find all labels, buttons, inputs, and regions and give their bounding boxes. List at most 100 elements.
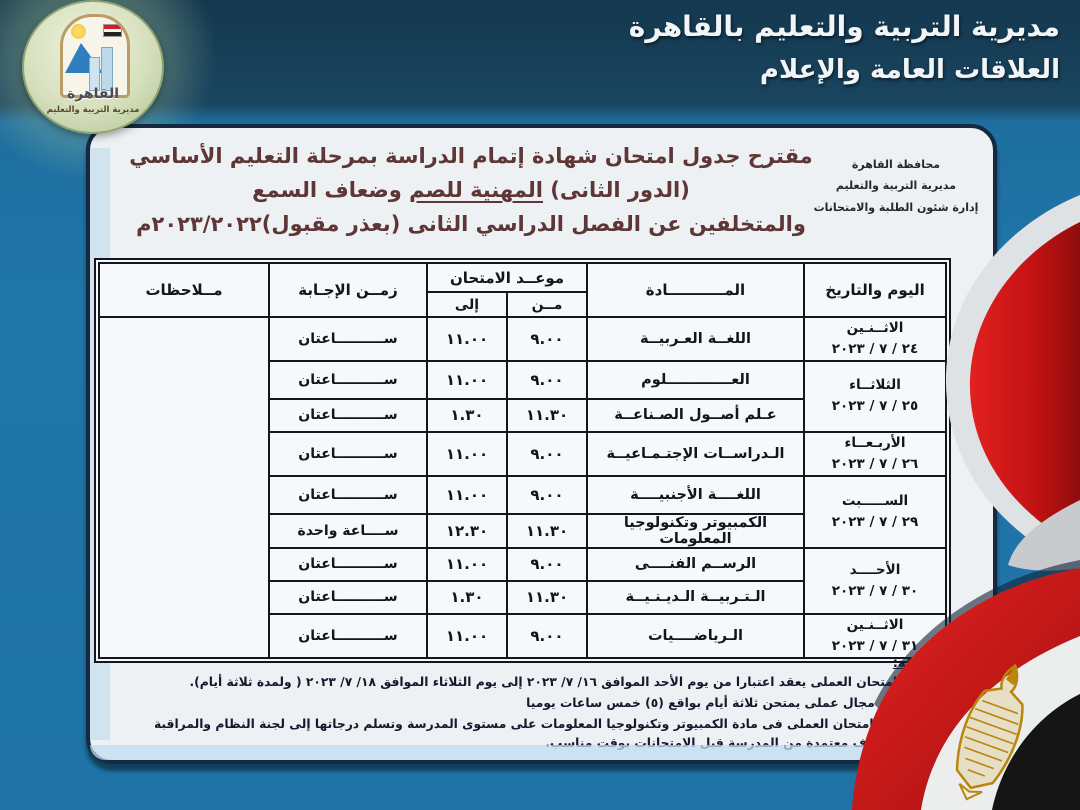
subject-cell: اللغــة العـربيــة: [586, 316, 805, 362]
duration-cell: ســــــــــاعتان: [267, 474, 428, 515]
col-header-notes: مــلاحظات: [97, 262, 270, 318]
table-row: الاثــنـين ٢٤ / ٧ / ٢٠٢٣ اللغــة العـربي…: [97, 316, 947, 659]
bullet-icon: •: [911, 696, 919, 711]
table-row: الســـــبت ٢٩ / ٧ / ٢٠٢٣ اللغــــة الأجن…: [99, 474, 947, 549]
from-time-cell: ٩.٠٠: [506, 546, 588, 582]
col-header-exam-time: موعــد الامتحان: [425, 262, 589, 293]
day-date-cell: الأربـعــاء ٢٦ / ٧ / ٢٠٢٣: [803, 430, 947, 477]
title-line-1: مقترح جدول امتحان شهادة إتمام الدراسة بم…: [129, 144, 813, 168]
subject-cell: الكمبيوتر وتكنولوجيا المعلومات: [586, 512, 805, 549]
day-name: الأربـعــاء: [844, 434, 906, 451]
duration-cell: ســــــــــاعتان: [267, 546, 428, 582]
directorate-title: مديرية التربية والتعليم بالقاهرة: [628, 10, 1060, 43]
col-header-to: إلى: [425, 291, 509, 318]
logo-org-label: مديرية التربية والتعليم: [46, 105, 140, 115]
notes-cell-empty: [97, 316, 270, 659]
bullet-icon: •: [911, 717, 919, 732]
subject-cell: عـلم أصــول الصـناعــة: [586, 397, 805, 433]
egypt-flag-icon: [104, 25, 121, 36]
cairo-education-logo: القاهرة مديرية التربية والتعليم: [22, 0, 164, 134]
title-line-3: والمتخلفين عن الفصل الدراسي الثانى (بعذر…: [136, 212, 806, 236]
governorate-label: محافظة القاهرة: [851, 158, 941, 171]
day-name: الاثــنـين: [846, 320, 904, 336]
subject-cell: الـدراســات الإجتـمـاعيــة: [586, 430, 805, 477]
sun-icon: [71, 24, 86, 39]
exam-table-frame: اليوم والتاريخ المـــــــــــادة موعــد …: [93, 258, 951, 663]
from-time-cell: ٩.٠٠: [506, 359, 588, 400]
day-date-cell: الأحــــد ٣٠ / ٧ / ٢٠٢٣: [803, 546, 947, 615]
day-date: ٣١ / ٧ / ٢٠٢٣: [831, 637, 919, 654]
to-time-cell: ١١.٠٠: [425, 359, 509, 400]
day-date: ٢٩ / ٧ / ٢٠٢٣: [831, 513, 919, 530]
duration-cell: ســــــــــاعتان: [267, 397, 428, 433]
directorate-label: مديرية التربية والتعليم: [835, 179, 957, 193]
from-time-cell: ٩.٠٠: [506, 316, 588, 362]
col-header-from: مــن: [506, 291, 588, 318]
duration-cell: ســــــــــاعتان: [267, 316, 428, 362]
day-date: ٢٥ / ٧ / ٢٠٢٣: [831, 398, 919, 415]
from-time-cell: ٩.٠٠: [506, 612, 588, 659]
day-date-cell: الثلاثــاء ٢٥ / ٧ / ٢٠٢٣: [803, 359, 947, 433]
note-item-1: • امتحان العملى يعقد اعتبارا من يوم الأحد…: [147, 673, 919, 692]
subject-cell: الرســم الفنــــى: [586, 546, 805, 582]
notes-section: ملحوظة: • امتحان العملى يعقد اعتبارا من ي…: [147, 656, 977, 753]
pr-media-subtitle: العلاقات العامة والإعلام: [759, 55, 1060, 85]
note-text: كل مجال عملى يمتحن ثلاثة أيام بواقع (٥) …: [526, 696, 898, 711]
from-time-cell: ٩.٠٠: [506, 474, 588, 515]
schedule-document: محافظة القاهرة مديرية التربية والتعليم إ…: [86, 124, 997, 764]
subject-cell: الـرياضــــيات: [586, 612, 805, 659]
duration-cell: ســــــــــاعتان: [267, 430, 428, 477]
from-time-cell: ١١.٣٠: [506, 397, 588, 433]
day-date: ٢٤ / ٧ / ٢٠٢٣: [831, 340, 919, 357]
to-time-cell: ١١.٠٠: [425, 474, 509, 515]
from-time-cell: ٩.٠٠: [506, 430, 588, 477]
col-header-day-date: اليوم والتاريخ: [803, 262, 947, 318]
exam-schedule-table: اليوم والتاريخ المـــــــــــادة موعــد …: [97, 262, 947, 659]
day-name: الأحــــد: [849, 561, 901, 578]
note-item-3: •يتم امتحان العملى فى مادة الكمبيوتر وتك…: [147, 715, 919, 753]
day-name: الاثــنـين: [846, 616, 904, 633]
document-title: مقترح جدول امتحان شهادة إتمام الدراسة بم…: [118, 144, 824, 236]
header-brand: مديرية التربية والتعليم بالقاهرة العلاقا…: [629, 10, 1060, 85]
col-header-duration: زمــن الإجـابة: [267, 262, 428, 318]
day-date-cell: الســـــبت ٢٩ / ٧ / ٢٠٢٣: [803, 474, 947, 549]
building-icon: [89, 57, 100, 91]
day-date: ٣٠ / ٧ / ٢٠٢٣: [831, 582, 919, 599]
duration-cell: ســــــــــاعتان: [267, 579, 428, 615]
title-line2-prefix: (الدور الثانى): [542, 178, 690, 202]
note-list: • امتحان العملى يعقد اعتبارا من يوم الأحد…: [147, 673, 919, 753]
note-text: امتحان العملى يعقد اعتبارا من يوم الأحد …: [189, 675, 898, 689]
day-date-cell: الاثــنـين ٢٤ / ٧ / ٢٠٢٣: [803, 316, 947, 362]
table-row: الكمبيوتر وتكنولوجيا المعلومات ١١.٣٠ ١٢.…: [99, 512, 946, 549]
bullet-icon: •: [911, 675, 919, 689]
table-row: الـتـربيــة الـديـنـيــة ١١.٣٠ ١.٣٠ ســـ…: [99, 579, 946, 615]
logo-city-label: القاهرة: [66, 86, 120, 102]
subject-cell: اللغــــة الأجنبيــــة: [586, 474, 805, 515]
day-name: الســـــبت: [841, 492, 909, 509]
title-line-2: (الدور الثانى) المهنية للصم وضعاف السمع: [118, 178, 824, 202]
day-name: الثلاثــاء: [849, 377, 901, 394]
to-time-cell: ١.٣٠: [425, 397, 509, 433]
table-row: الثلاثــاء ٢٥ / ٧ / ٢٠٢٣ العــــــــــــ…: [99, 359, 947, 433]
subject-cell: الـتـربيــة الـديـنـيــة: [586, 579, 805, 615]
duration-cell: ســــــــــاعتان: [267, 359, 428, 400]
to-time-cell: ١٢.٣٠: [425, 512, 509, 549]
to-time-cell: ١١.٠٠: [425, 430, 509, 477]
subject-cell: العـــــــــــــلوم: [586, 359, 805, 400]
note-label: ملحوظة:: [892, 656, 949, 671]
note-item-2: • كل مجال عملى يمتحن ثلاثة أيام بواقع (٥)…: [147, 694, 919, 713]
to-time-cell: ١.٣٠: [425, 579, 509, 615]
note-text: يتم امتحان العملى فى مادة الكمبيوتر وتكن…: [153, 717, 919, 751]
col-header-subject: المـــــــــــادة: [586, 262, 805, 318]
to-time-cell: ١١.٠٠: [425, 316, 509, 362]
exams-admin-label: إدارة شئون الطلبة والامتحانات: [813, 200, 979, 214]
title-line2-suffix: وضعاف السمع: [252, 178, 410, 202]
org-block: محافظة القاهرة مديرية التربية والتعليم إ…: [811, 154, 981, 218]
table-row: الأربـعــاء ٢٦ / ٧ / ٢٠٢٣ الـدراســات ال…: [99, 430, 947, 477]
to-time-cell: ١١.٠٠: [425, 612, 509, 659]
duration-cell: ســــاعة واحدة: [267, 512, 428, 549]
title-line2-underlined: المهنية للصم: [409, 178, 543, 202]
logo-arch: [60, 14, 130, 98]
day-date: ٢٦ / ٧ / ٢٠٢٣: [831, 455, 919, 472]
